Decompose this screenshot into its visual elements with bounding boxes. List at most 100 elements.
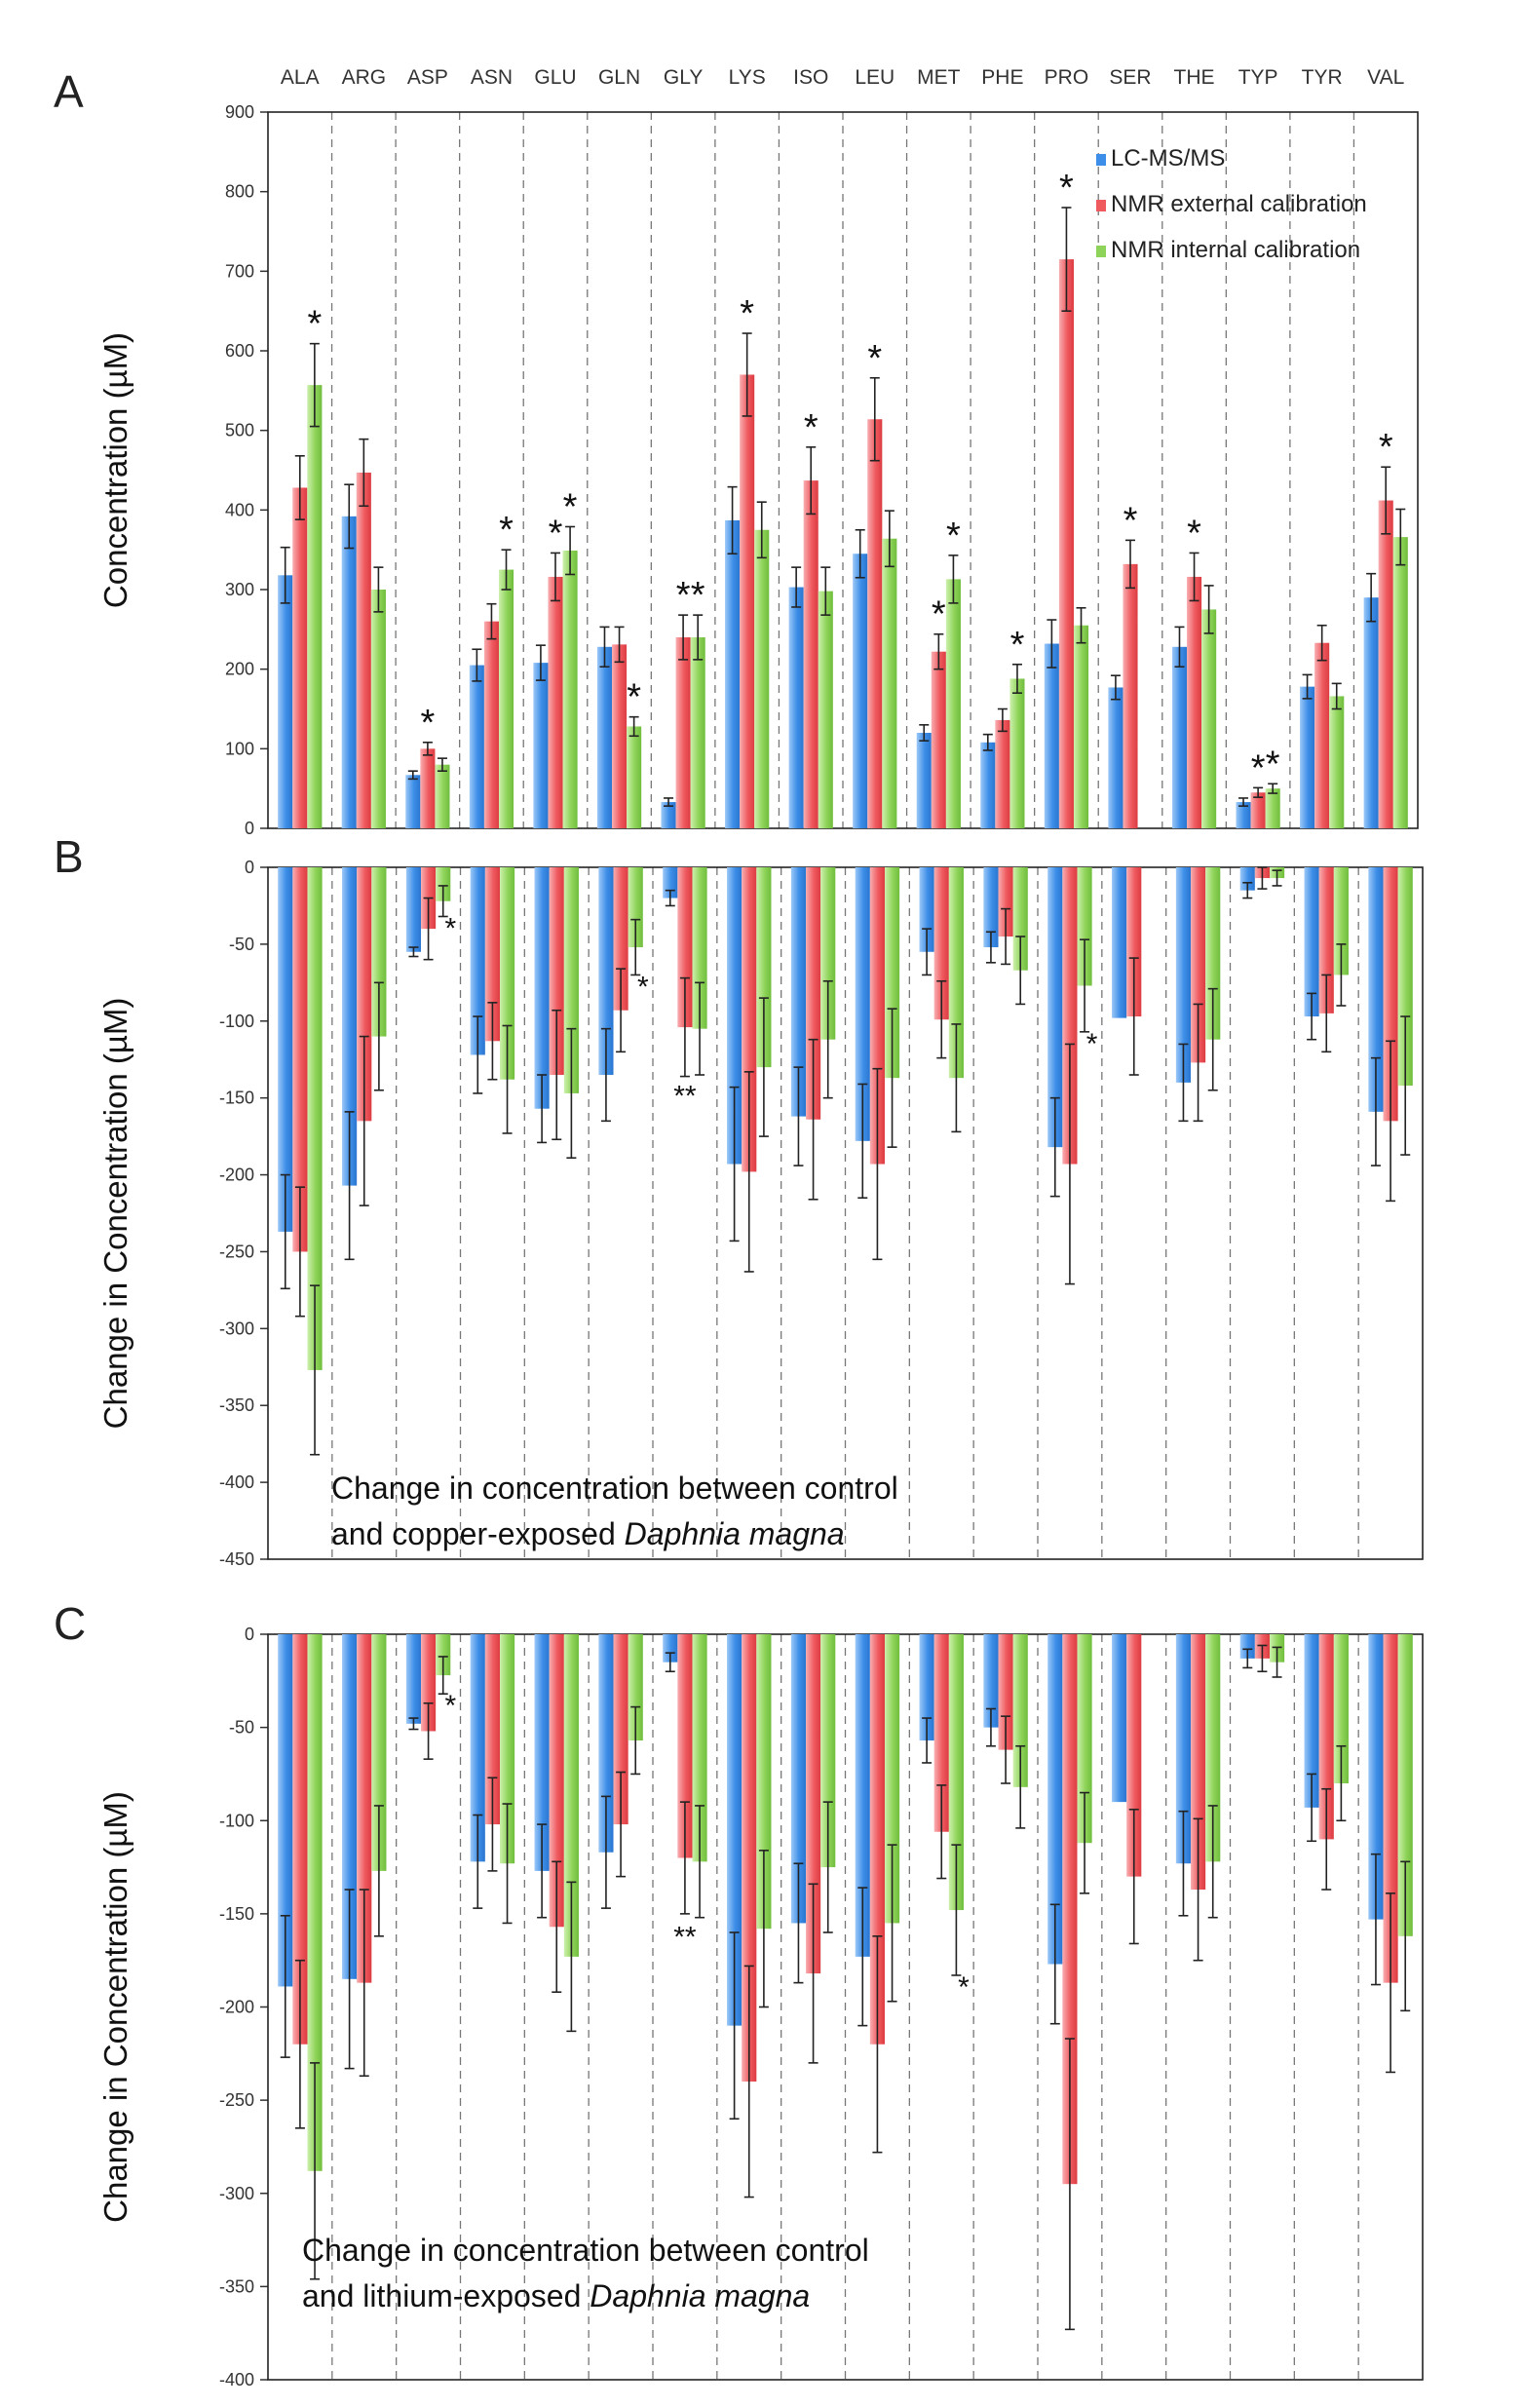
- bar-nmr_int-asn: [498, 569, 514, 828]
- bar-lcms-the: [1175, 867, 1192, 1083]
- bar-nmr_ext-val: [1378, 500, 1393, 828]
- y-tick-label: -300: [219, 2184, 254, 2203]
- bar-nmr_int-phe: [1012, 1634, 1028, 1787]
- bar-lcms-asp: [405, 1634, 422, 1724]
- bar-lcms-met: [916, 733, 932, 828]
- y-tick-label: -250: [219, 2090, 254, 2110]
- category-label-gln: GLN: [598, 66, 640, 89]
- y-tick-label: 700: [225, 261, 254, 281]
- significance-star: *: [563, 486, 578, 527]
- y-tick-label: -50: [229, 935, 254, 954]
- plot-frame: [267, 866, 1424, 1560]
- bar-nmr_int-iso: [820, 867, 836, 1040]
- bar-nmr_ext-leu: [867, 419, 883, 828]
- category-label-pro: PRO: [1045, 66, 1089, 89]
- bar-lcms-asp: [405, 867, 422, 952]
- bar-nmr_int-lys: [756, 867, 772, 1068]
- bar-nmr_int-pro: [1073, 625, 1089, 828]
- bar-lcms-asn: [469, 665, 484, 828]
- bar-nmr_int-the: [1201, 609, 1217, 828]
- bar-lcms-leu: [853, 554, 868, 828]
- bar-lcms-iso: [790, 1634, 807, 1924]
- bar-nmr_ext-ser: [1126, 867, 1142, 1017]
- bar-nmr_int-ala: [307, 1634, 323, 2171]
- bar-lcms-asn: [470, 867, 485, 1055]
- bar-nmr_ext-gln: [612, 644, 628, 828]
- bar-nmr_ext-arg: [357, 1634, 372, 1983]
- significance-star: *: [1059, 168, 1074, 209]
- category-label-met: MET: [917, 66, 961, 89]
- bar-lcms-pro: [1044, 643, 1059, 828]
- bar-nmr_int-iso: [820, 1634, 836, 1868]
- bar-nmr_int-gln: [628, 1634, 643, 1741]
- bar-nmr_int-met: [948, 1634, 964, 1911]
- category-label-the: THE: [1174, 66, 1215, 89]
- bar-nmr_int-glu: [562, 550, 578, 828]
- bar-nmr_int-phe: [1012, 867, 1028, 971]
- significance-star: *: [1086, 1028, 1098, 1060]
- significance-star: *: [676, 575, 691, 616]
- bar-nmr_int-leu: [884, 867, 900, 1079]
- y-tick-label: 500: [225, 421, 254, 440]
- y-tick-label: 100: [225, 739, 254, 758]
- bar-lcms-lys: [725, 519, 741, 828]
- bar-lcms-glu: [534, 867, 550, 1109]
- bar-nmr_int-asp: [436, 1634, 451, 1676]
- significance-star: *: [1251, 747, 1266, 788]
- category-label-phe: PHE: [981, 66, 1023, 89]
- bar-nmr_ext-gln: [613, 1634, 628, 1825]
- y-tick-label: -400: [219, 2370, 254, 2389]
- bar-lcms-met: [919, 1634, 934, 1741]
- y-axis-label: Change in Concentration (µM): [97, 1791, 133, 2223]
- y-tick-label: -100: [219, 1012, 254, 1031]
- bar-nmr_ext-met: [931, 651, 946, 828]
- bar-lcms-gln: [598, 867, 614, 1075]
- bar-lcms-phe: [980, 742, 996, 828]
- bar-nmr_int-pro: [1077, 1634, 1092, 1844]
- bar-nmr_ext-glu: [548, 576, 563, 828]
- bar-lcms-arg: [341, 516, 357, 828]
- y-tick-label: -400: [219, 1472, 254, 1492]
- bar-lcms-asp: [405, 775, 421, 828]
- bar-nmr_int-arg: [370, 590, 386, 828]
- bar-nmr_ext-asn: [484, 1634, 500, 1825]
- bar-nmr_int-leu: [884, 1634, 900, 1924]
- category-label-val: VAL: [1367, 66, 1404, 89]
- bar-lcms-glu: [534, 1634, 550, 1871]
- significance-star: *: [1266, 744, 1280, 784]
- bar-lcms-typ: [1239, 867, 1255, 891]
- bar-nmr_int-glu: [563, 867, 579, 1093]
- panels-root: ALA ARG ASP ASN GLU GLN GLY LYS ISO LEU MET PHE PRO S…: [54, 66, 1424, 2389]
- y-tick-label: -200: [219, 1166, 254, 1185]
- y-tick-label: 200: [225, 660, 254, 679]
- significance-star: *: [420, 703, 435, 744]
- bar-lcms-the: [1175, 1634, 1192, 1864]
- bar-nmr_ext-pro: [1062, 1634, 1078, 2185]
- bar-nmr_ext-lys: [742, 867, 757, 1172]
- bar-lcms-val: [1368, 867, 1384, 1112]
- bar-lcms-val: [1363, 597, 1379, 828]
- bar-nmr_ext-iso: [803, 480, 819, 828]
- bar-nmr_ext-ala: [292, 1634, 308, 2045]
- category-label-ala: ALA: [281, 66, 320, 89]
- bar-nmr_ext-typ: [1250, 792, 1266, 828]
- bar-lcms-gly: [661, 802, 676, 828]
- category-label-asp: ASP: [407, 66, 448, 89]
- bar-nmr_ext-ser: [1123, 563, 1138, 828]
- bar-nmr_int-the: [1205, 1634, 1221, 1862]
- y-tick-label: 400: [225, 500, 254, 519]
- category-label-gly: GLY: [664, 66, 703, 89]
- significance-star: *: [958, 1971, 970, 2004]
- bar-nmr_int-iso: [818, 591, 833, 828]
- y-tick-label: -250: [219, 1242, 254, 1261]
- legend-label-lcms: LC-MS/MS: [1111, 145, 1225, 172]
- bar-lcms-arg: [342, 1634, 358, 1979]
- category-label-lys: LYS: [729, 66, 766, 89]
- category-label-tyr: TYR: [1302, 66, 1343, 89]
- bar-nmr_ext-iso: [806, 1634, 821, 1974]
- bar-nmr_int-asn: [499, 1634, 515, 1864]
- bar-lcms-ala: [278, 575, 293, 828]
- bar-lcms-pro: [1047, 867, 1063, 1148]
- y-tick-label: -450: [219, 1549, 254, 1569]
- legend-label-nmr_ext: NMR external calibration: [1111, 191, 1367, 217]
